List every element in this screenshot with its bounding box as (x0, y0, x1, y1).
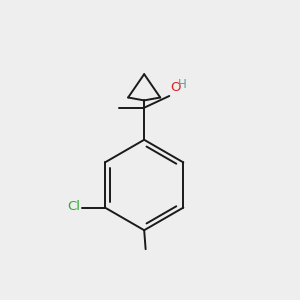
Text: O: O (170, 81, 181, 94)
Text: Cl: Cl (67, 200, 80, 213)
Text: H: H (177, 78, 186, 91)
